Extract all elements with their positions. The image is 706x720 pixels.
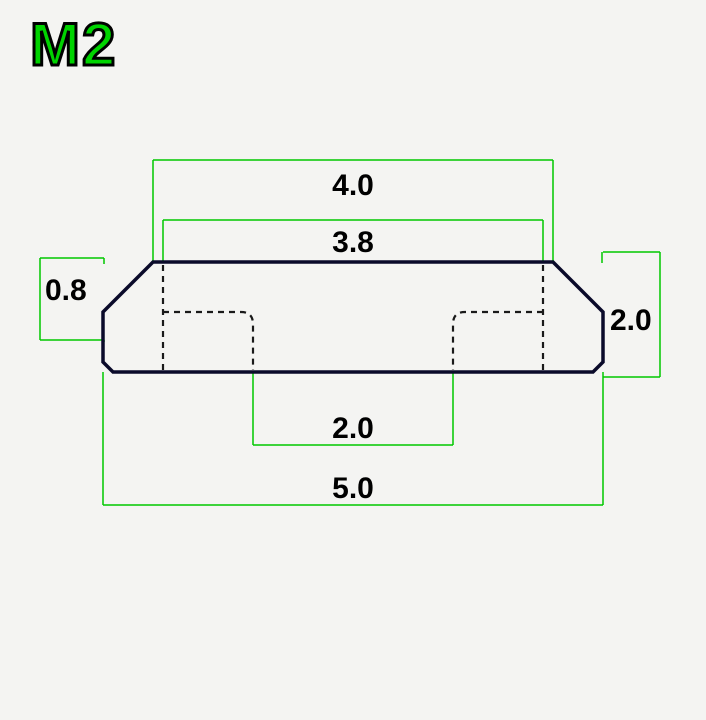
label-5-0: 5.0 [332, 472, 374, 505]
label-3-8: 3.8 [332, 226, 374, 259]
diagram-svg: 4.0 3.8 0.8 2.0 2.0 5.0 [0, 0, 706, 720]
label-4-0: 4.0 [332, 169, 374, 202]
hidden-lines [163, 265, 543, 370]
label-2-0-height: 2.0 [610, 304, 652, 337]
label-0-8: 0.8 [45, 274, 87, 307]
part-outline [103, 262, 603, 372]
dimensions-group [40, 160, 660, 505]
label-2-0-width: 2.0 [332, 412, 374, 445]
